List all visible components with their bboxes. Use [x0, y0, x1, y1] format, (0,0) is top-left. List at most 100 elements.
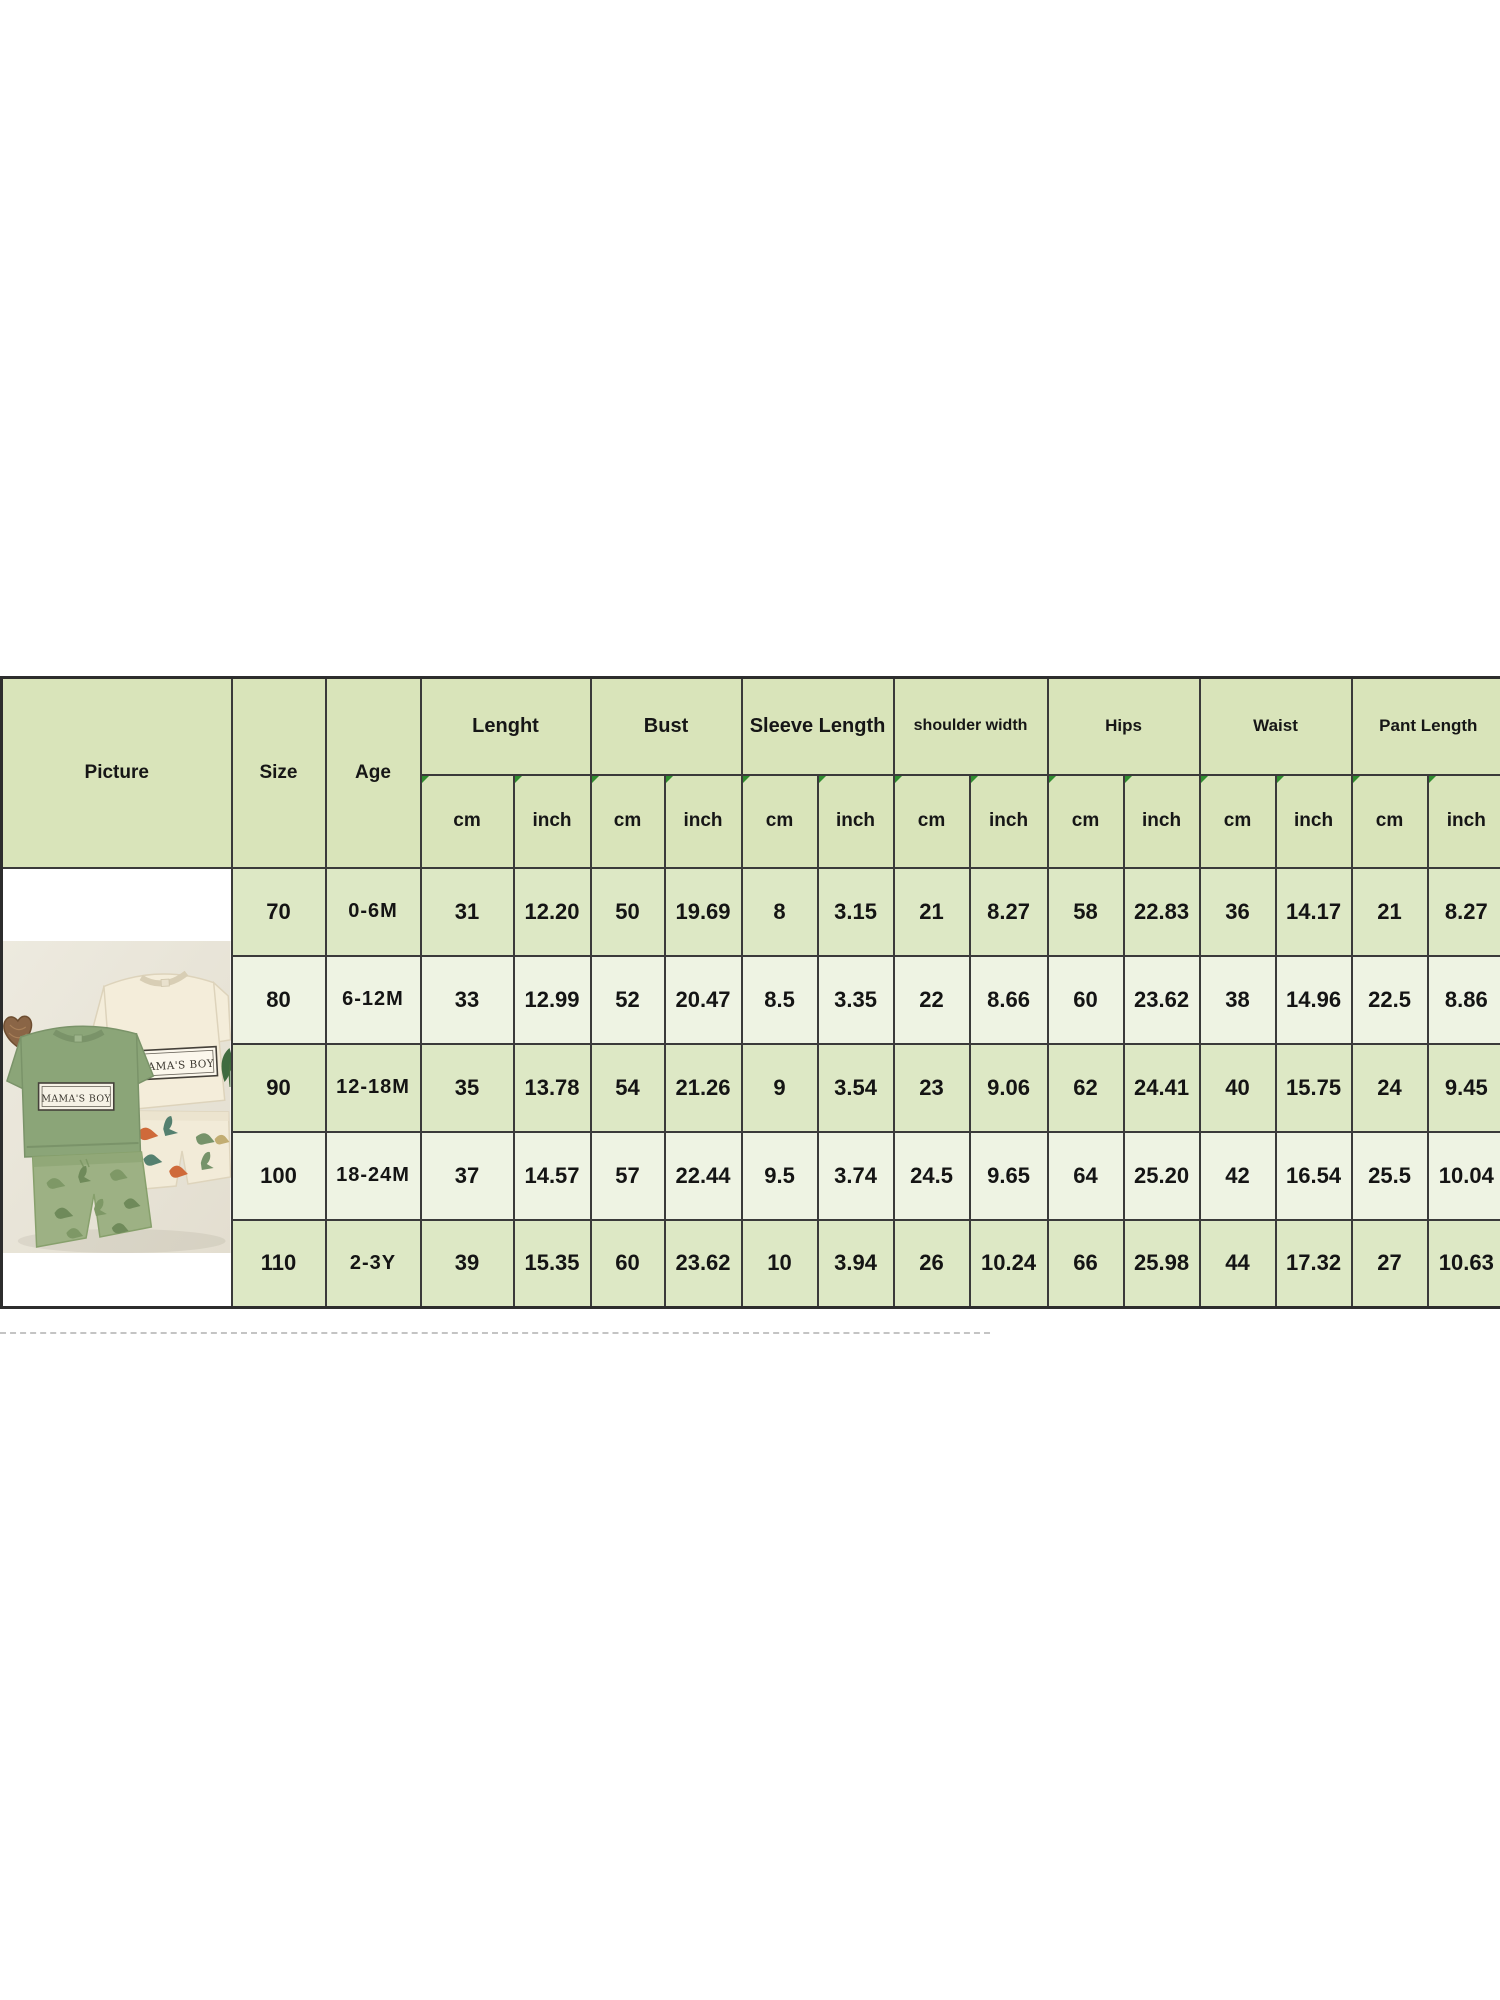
value-cell: 15.35: [512, 1218, 592, 1309]
unit-label: cm: [917, 810, 946, 831]
unit-label: cm: [1223, 810, 1252, 831]
unit-header-inch: inch: [816, 773, 895, 869]
value-cell: 24: [1350, 1042, 1429, 1133]
value-cell: 9: [740, 1042, 819, 1133]
value-cell: 36: [1198, 866, 1277, 957]
unit-label: inch: [1294, 810, 1334, 831]
value-cell: 10.63: [1426, 1218, 1500, 1309]
value-cell: 12.99: [512, 954, 592, 1045]
value-cell: 25.20: [1122, 1130, 1201, 1221]
value-cell: 52: [589, 954, 666, 1045]
value-cell: 3.15: [816, 866, 895, 957]
value-cell: 64: [1046, 1130, 1125, 1221]
value-cell: 9.06: [968, 1042, 1049, 1133]
value-cell: 50: [589, 866, 666, 957]
value-cell: 44: [1198, 1218, 1277, 1309]
shirt-label-text: MAMA'S BOY: [136, 1057, 214, 1073]
unit-header-cm: cm: [1198, 773, 1277, 869]
size-cell: 70: [230, 866, 327, 957]
table-row: 90 12-18M 35 13.78 54 21.26 9 3.54 23 9.…: [2, 1042, 1500, 1133]
value-cell: 19.69: [663, 866, 743, 957]
unit-header-cm: cm: [892, 773, 971, 869]
age-header: Age: [324, 676, 422, 869]
value-cell: 17.32: [1274, 1218, 1353, 1309]
value-cell: 57: [589, 1130, 666, 1221]
value-cell: 37: [419, 1130, 515, 1221]
table-row: MAMA'S BOY: [0, 866, 1500, 1309]
group-header-pant-length: Pant Length: [1350, 676, 1500, 776]
picture-cell: MAMA'S BOY: [0, 866, 233, 1309]
shirt-label-box: [37, 1081, 115, 1111]
value-cell: 25.5: [1350, 1130, 1429, 1221]
unit-label: inch: [532, 810, 572, 831]
value-cell: 23.62: [1122, 954, 1201, 1045]
value-cell: 21.26: [663, 1042, 743, 1133]
unit-header-cm: cm: [740, 773, 819, 869]
value-cell: 14.57: [512, 1130, 592, 1221]
unit-header-cm: cm: [1350, 773, 1429, 869]
age-cell: 12-18M: [324, 1042, 422, 1133]
value-cell: 27: [1350, 1218, 1429, 1309]
cell-corner-marker-icon: [1125, 776, 1132, 783]
unit-label: inch: [989, 810, 1029, 831]
cream-dino-shorts: [126, 1109, 230, 1191]
cell-corner-marker-icon: [971, 776, 978, 783]
value-cell: 38: [1198, 954, 1277, 1045]
table-row: 80 6-12M 33 12.99 52 20.47 8.5 3.35 22 8…: [2, 954, 1500, 1045]
value-cell: 60: [589, 1218, 666, 1309]
size-cell: 80: [230, 954, 327, 1045]
value-cell: 13.78: [512, 1042, 592, 1133]
value-cell: 10: [740, 1218, 819, 1309]
unit-header-inch: inch: [968, 773, 1049, 869]
group-header-length: Lenght: [419, 676, 592, 776]
unit-label: inch: [683, 810, 723, 831]
cell-corner-marker-icon: [666, 776, 673, 783]
value-cell: 26: [892, 1218, 971, 1309]
value-cell: 23.62: [663, 1218, 743, 1309]
value-cell: 12.20: [512, 866, 592, 957]
cream-tee: MAMA'S BOY: [90, 970, 230, 1112]
unit-header-cm: cm: [589, 773, 666, 869]
table-row: 110 2-3Y 39 15.35 60 23.62 10 3.94 26 10…: [2, 1218, 1500, 1309]
unit-header-inch: inch: [512, 773, 592, 869]
value-cell: 22.83: [1122, 866, 1201, 957]
cell-corner-marker-icon: [515, 776, 522, 783]
value-cell: 3.74: [816, 1130, 895, 1221]
value-cell: 22.5: [1350, 954, 1429, 1045]
cell-corner-marker-icon: [895, 776, 902, 783]
cell-corner-marker-icon: [1049, 776, 1056, 783]
age-cell: 2-3Y: [324, 1218, 422, 1309]
value-cell: 8: [740, 866, 819, 957]
size-header: Size: [230, 676, 327, 869]
group-header-bust: Bust: [589, 676, 743, 776]
unit-header-inch: inch: [1274, 773, 1353, 869]
value-cell: 21: [892, 866, 971, 957]
green-outfit: MAMA'S BOY: [6, 1024, 155, 1248]
value-cell: 40: [1198, 1042, 1277, 1133]
green-dino-shorts: [31, 1150, 153, 1248]
cell-corner-marker-icon: [422, 776, 429, 783]
table-row: 100 18-24M 37 14.57 57 22.44 9.5 3.74 24…: [2, 1130, 1500, 1221]
value-cell: 60: [1046, 954, 1125, 1045]
cream-outfit: MAMA'S BOY: [90, 970, 230, 1191]
age-cell: 6-12M: [324, 954, 422, 1045]
value-cell: 22.44: [663, 1130, 743, 1221]
value-cell: 31: [419, 866, 515, 957]
size-cell: 90: [230, 1042, 327, 1133]
size-cell: 110: [230, 1218, 327, 1309]
cell-corner-marker-icon: [1353, 776, 1360, 783]
unit-header-inch: inch: [1426, 773, 1500, 869]
header-unit-row: cm inch cm inch cm inch cm inch cm inch …: [2, 773, 1500, 869]
value-cell: 33: [419, 954, 515, 1045]
group-header-waist: Waist: [1198, 676, 1353, 776]
unit-header-cm: cm: [1046, 773, 1125, 869]
value-cell: 8.27: [968, 866, 1049, 957]
product-photo-illustration: MAMA'S BOY: [3, 940, 230, 1253]
age-cell: 18-24M: [324, 1130, 422, 1221]
product-photo: MAMA'S BOY: [3, 940, 230, 1253]
value-cell: 22: [892, 954, 971, 1045]
value-cell: 8.27: [1426, 866, 1500, 957]
unit-header-inch: inch: [1122, 773, 1201, 869]
unit-label: cm: [1375, 810, 1404, 831]
value-cell: 8.5: [740, 954, 819, 1045]
